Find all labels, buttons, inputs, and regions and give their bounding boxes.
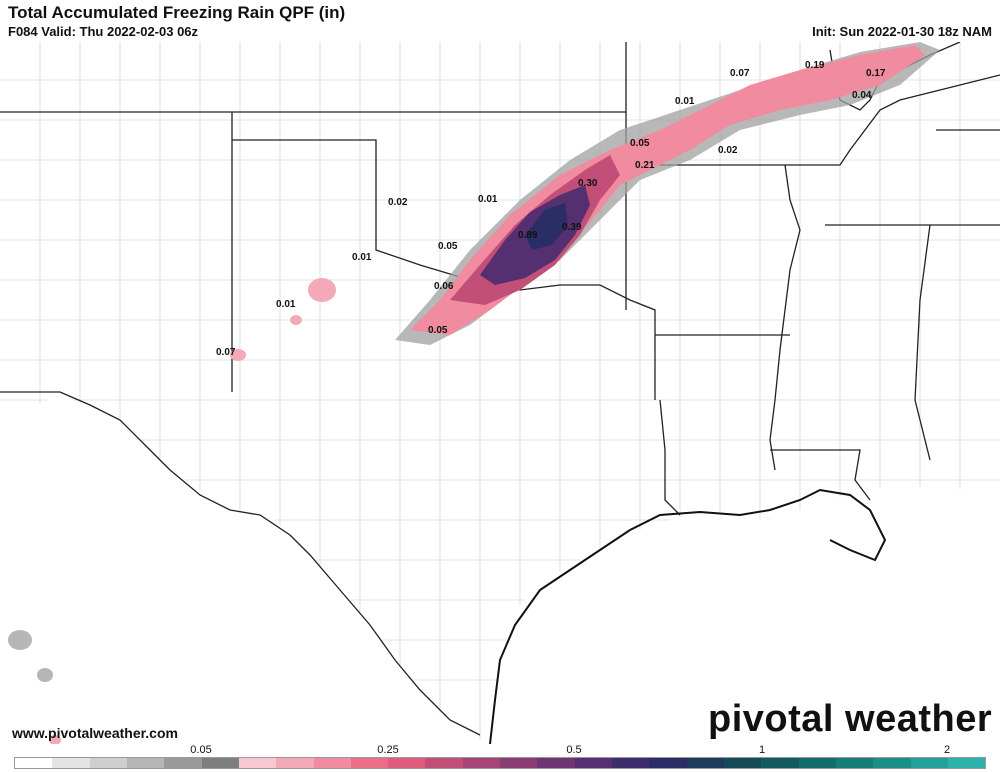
legend-swatch (52, 758, 90, 768)
value-label: 0.01 (675, 96, 695, 107)
map-title: Total Accumulated Freezing Rain QPF (in) (8, 3, 346, 22)
legend-swatch (649, 758, 687, 768)
qpf-west-blob (308, 278, 336, 302)
legend-swatch (388, 758, 426, 768)
value-label: 0.17 (866, 68, 886, 79)
qpf-west-blob-2 (290, 315, 302, 325)
init-time: Init: Sun 2022-01-30 18z NAM (812, 24, 992, 39)
legend-tick: 1 (758, 744, 766, 756)
legend-swatch (313, 758, 351, 768)
legend-swatch (947, 758, 986, 768)
mexico-area (0, 395, 490, 744)
value-label: 0.04 (852, 90, 872, 101)
legend-swatch (425, 758, 463, 768)
website-watermark: www.pivotalweather.com (12, 725, 178, 741)
legend-tick: 0.05 (190, 744, 212, 756)
legend-swatch (574, 758, 612, 768)
legend-swatch (164, 758, 202, 768)
qpf-gray-blob-1 (8, 630, 32, 650)
legend-tick: 2 (943, 744, 951, 756)
color-legend (14, 757, 986, 769)
legend-swatch (835, 758, 874, 768)
value-label: 0.01 (478, 194, 498, 205)
value-label: 0.19 (805, 60, 825, 71)
legend-swatch (238, 758, 277, 768)
legend-swatch (612, 758, 650, 768)
legend-swatch (798, 758, 836, 768)
value-label: 0.01 (352, 252, 372, 263)
value-label: 0.89 (518, 230, 538, 241)
header: Total Accumulated Freezing Rain QPF (in)… (0, 0, 1000, 42)
value-label: 0.30 (578, 178, 598, 189)
value-label: 0.02 (718, 145, 738, 156)
value-label: 0.07 (730, 68, 750, 79)
valid-time: F084 Valid: Thu 2022-02-03 06z (8, 24, 199, 39)
value-label: 0.02 (388, 197, 408, 208)
legend-swatch (126, 758, 165, 768)
value-label: 0.05 (630, 138, 650, 149)
value-label: 0.01 (276, 299, 296, 310)
legend-swatch (723, 758, 762, 768)
value-label: 0.39 (562, 222, 582, 233)
value-label: 0.05 (428, 325, 448, 336)
value-label: 0.05 (438, 241, 458, 252)
legend-swatch (201, 758, 239, 768)
legend-swatch (873, 758, 911, 768)
value-labels: 0.07 0.19 0.17 0.04 0.01 0.05 0.02 0.21 … (216, 60, 886, 358)
qpf-sw-blob (230, 349, 246, 361)
legend-swatch (350, 758, 389, 768)
legend-swatch (462, 758, 501, 768)
legend-swatch (500, 758, 538, 768)
map-canvas[interactable]: 0.07 0.19 0.17 0.04 0.01 0.05 0.02 0.21 … (0, 42, 1000, 744)
value-label: 0.07 (216, 347, 236, 358)
qpf-max-core (525, 203, 568, 250)
brand-logo: pivotal weather (708, 698, 993, 740)
texas-coastline (489, 488, 887, 744)
legend-swatch (686, 758, 724, 768)
value-label: 0.21 (635, 160, 655, 171)
legend-swatch (15, 758, 53, 768)
legend-swatch (89, 758, 127, 768)
precip-shading (8, 42, 940, 744)
qpf-gray-blob-2 (37, 668, 53, 682)
legend-tick: 0.25 (377, 744, 399, 756)
legend-swatch (761, 758, 799, 768)
legend-swatch (910, 758, 948, 768)
legend-tick: 0.5 (566, 744, 582, 756)
legend-tick-labels: 0.05 0.25 0.5 1 2 (0, 744, 1000, 757)
qpf-gray-blob-3 (49, 735, 61, 744)
gulf-water (495, 485, 1000, 744)
legend-swatch (276, 758, 314, 768)
legend-swatch (537, 758, 575, 768)
value-label: 0.06 (434, 281, 454, 292)
